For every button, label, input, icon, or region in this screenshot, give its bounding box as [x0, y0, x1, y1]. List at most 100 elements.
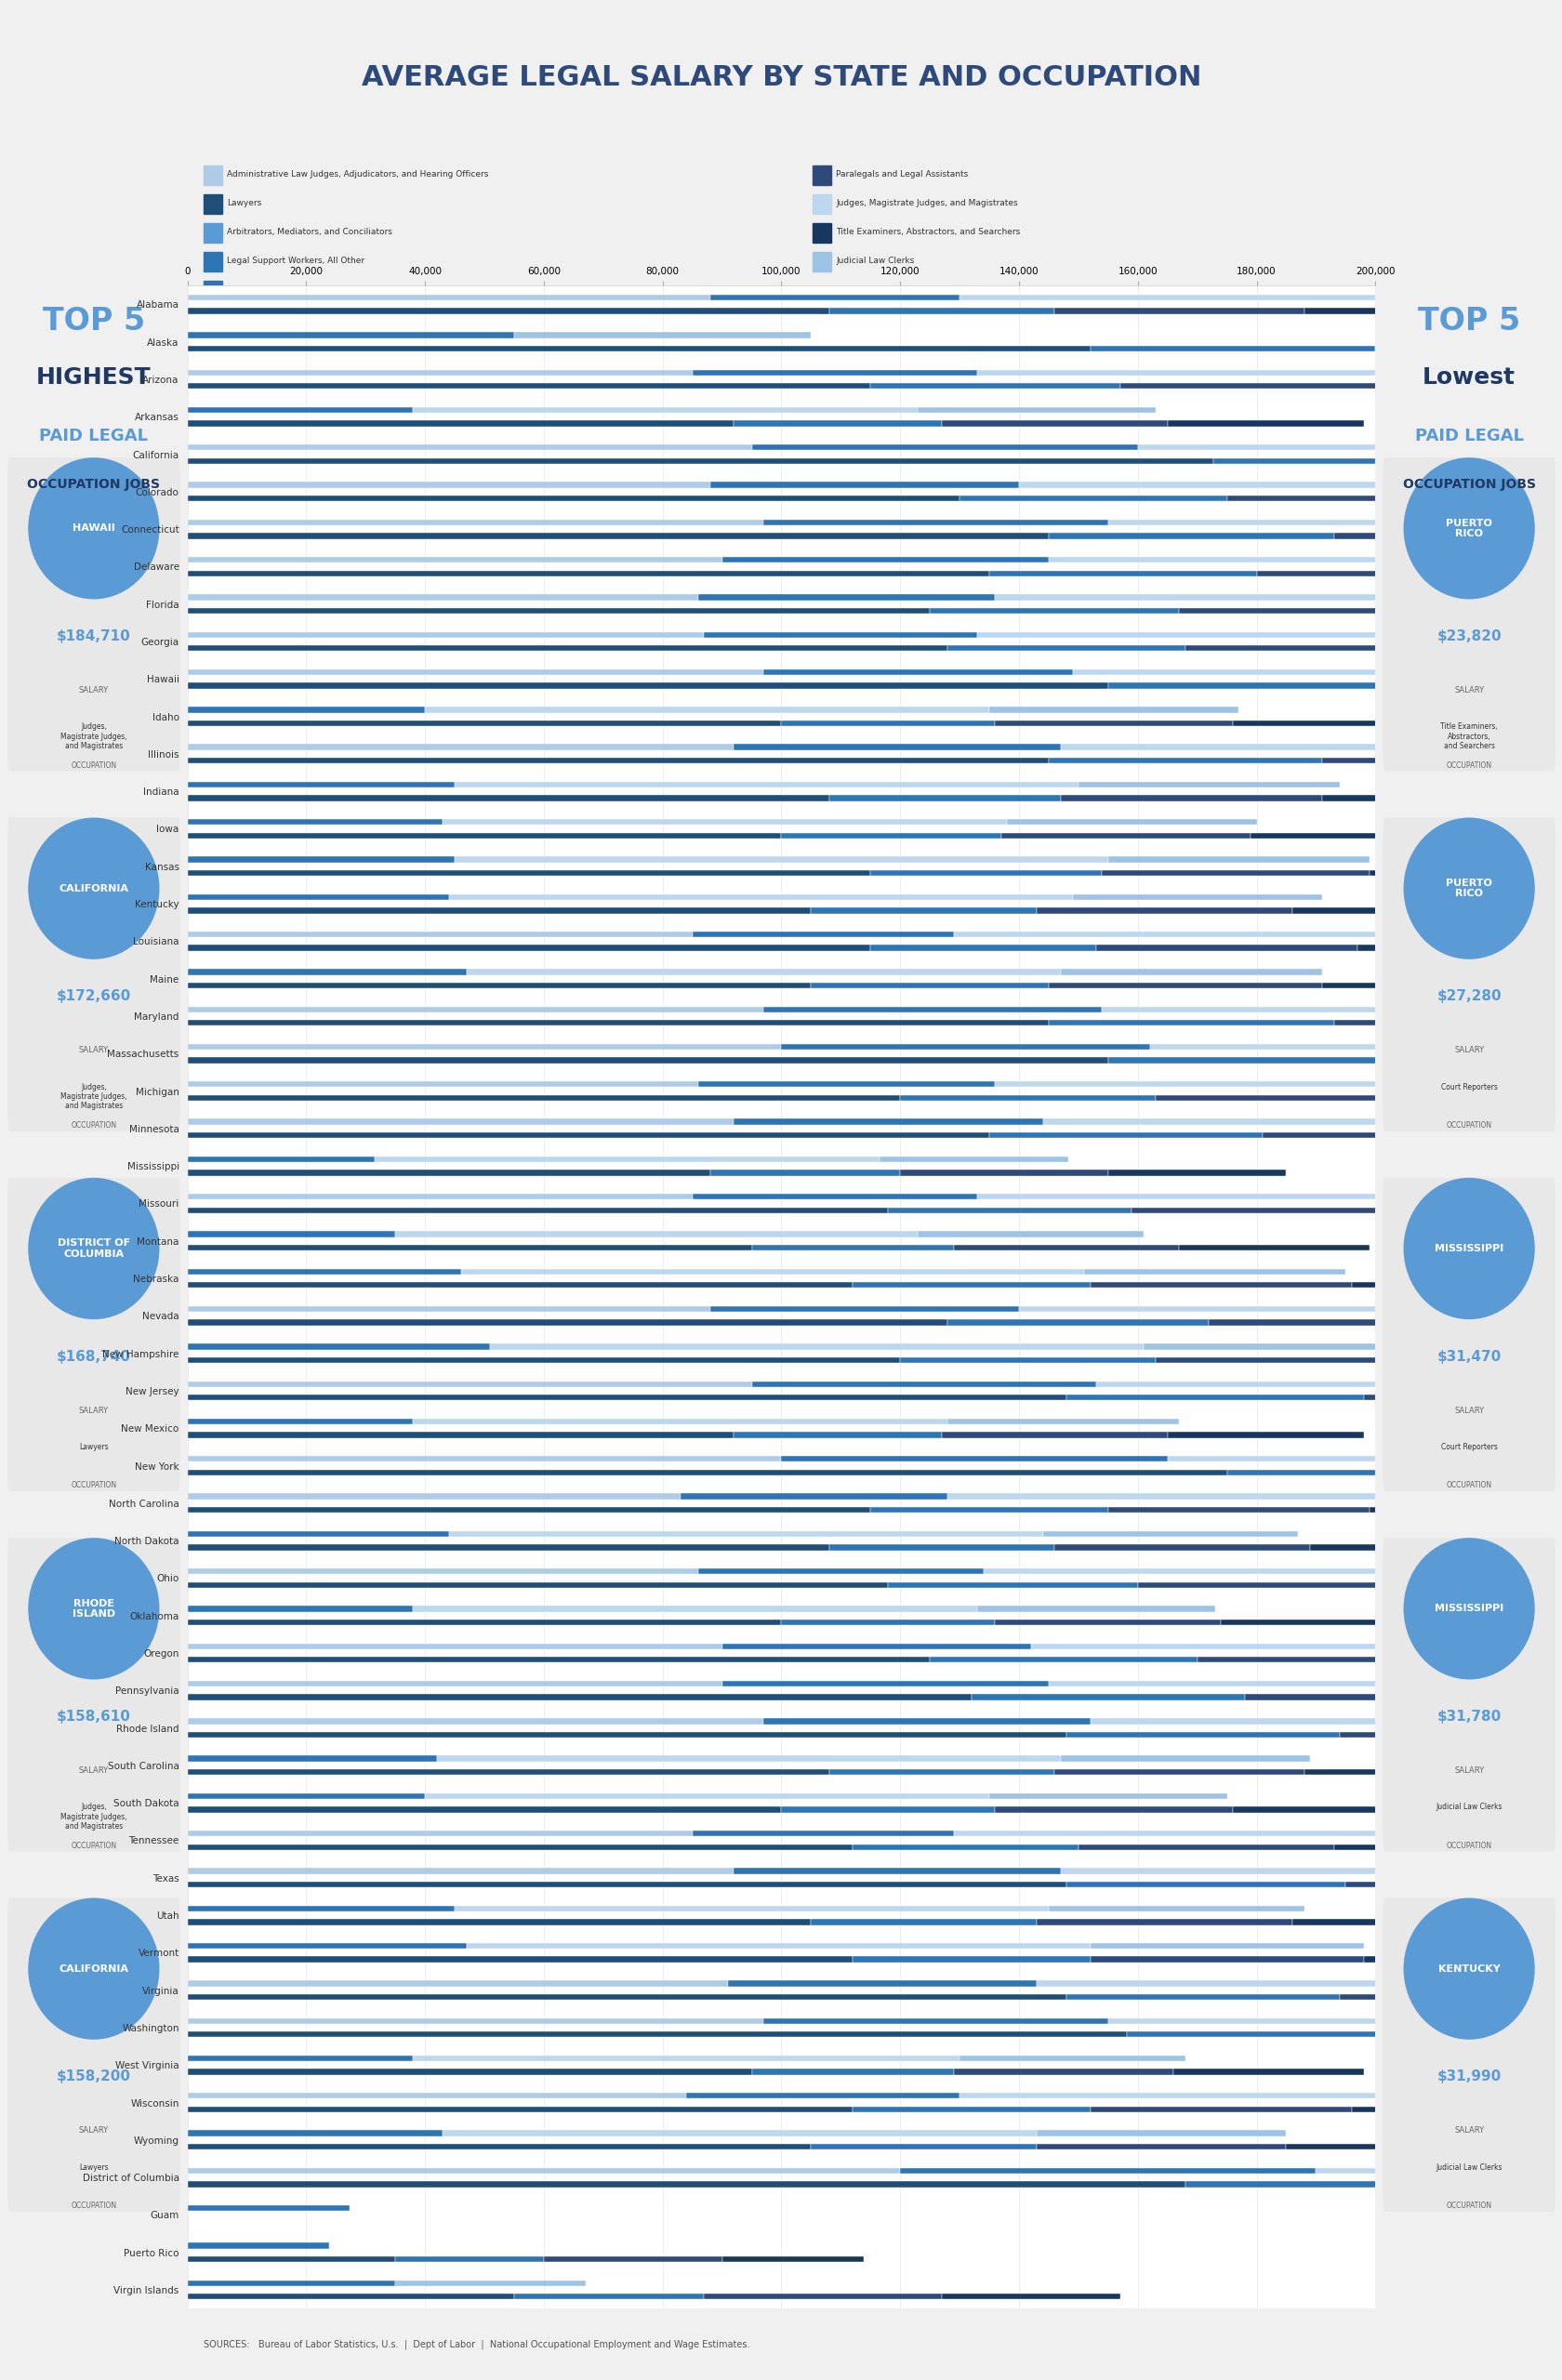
Bar [828, 795, 1061, 802]
Text: MISSISSIPPI: MISSISSIPPI [1434, 1245, 1503, 1254]
Bar [1357, 945, 1562, 952]
Bar [1417, 1583, 1562, 1587]
Bar [455, 781, 1078, 788]
Bar [187, 2206, 350, 2211]
Bar [811, 907, 1036, 914]
Bar [187, 495, 959, 502]
Bar [917, 407, 1154, 412]
Bar [692, 369, 976, 376]
Bar [1179, 1245, 1368, 1250]
Text: Court Reporters: Court Reporters [226, 286, 294, 293]
FancyBboxPatch shape [8, 1897, 180, 2211]
Bar [187, 795, 828, 802]
Bar [455, 857, 1107, 862]
Bar [781, 833, 1001, 838]
Bar [811, 2144, 1036, 2149]
Bar [853, 1844, 1078, 1849]
Bar [187, 745, 734, 750]
Bar [448, 1530, 1042, 1537]
Bar [1521, 457, 1562, 464]
Text: Court Reporters: Court Reporters [1440, 1442, 1496, 1452]
Bar [187, 945, 870, 952]
Bar [187, 1195, 692, 1200]
Bar [187, 533, 1048, 538]
Bar [187, 1307, 709, 1311]
Bar [187, 1844, 853, 1849]
Bar [187, 519, 764, 526]
Bar [692, 1195, 976, 1200]
Bar [989, 571, 1256, 576]
Bar [1368, 1507, 1562, 1514]
Bar [203, 164, 222, 186]
Text: HAWAII: HAWAII [72, 524, 116, 533]
Text: $184,710: $184,710 [56, 628, 131, 643]
Bar [959, 495, 1226, 502]
Bar [1107, 2018, 1562, 2023]
Text: Judges,
Magistrate Judges,
and Magistrates: Judges, Magistrate Judges, and Magistrat… [61, 1804, 127, 1830]
Bar [1006, 819, 1256, 826]
Bar [698, 1568, 982, 1573]
Bar [1090, 2106, 1351, 2111]
Bar [887, 1583, 1137, 1587]
Bar [900, 1171, 1107, 1176]
Ellipse shape [1403, 1897, 1534, 2040]
Bar [1065, 1883, 1345, 1887]
Bar [187, 871, 870, 876]
Bar [812, 193, 831, 214]
Bar [187, 1357, 900, 1364]
Bar [187, 857, 455, 862]
Bar [734, 421, 942, 426]
Bar [995, 721, 1232, 726]
Bar [187, 1230, 395, 1238]
Text: Arbitrators, Mediators, and Conciliators: Arbitrators, Mediators, and Conciliators [226, 228, 392, 236]
Bar [704, 631, 976, 638]
Bar [187, 2056, 412, 2061]
Bar [953, 1245, 1179, 1250]
Bar [437, 1756, 1061, 1761]
Bar [187, 1680, 722, 1687]
Bar [514, 2294, 704, 2299]
Bar [1173, 2068, 1362, 2075]
Bar [887, 1207, 1131, 1214]
Bar [1048, 533, 1332, 538]
Bar [187, 1319, 947, 1326]
Bar [734, 1119, 1042, 1126]
Bar [1226, 495, 1535, 502]
Text: Judicial Law Clerks: Judicial Law Clerks [1435, 2163, 1501, 2171]
Text: HIGHEST: HIGHEST [36, 367, 152, 388]
Bar [764, 1718, 1090, 1723]
Bar [900, 1357, 1154, 1364]
Bar [187, 819, 442, 826]
Bar [1332, 1844, 1546, 1849]
Bar [187, 1007, 764, 1012]
Bar [976, 369, 1562, 376]
Text: OCCUPATION: OCCUPATION [1445, 2202, 1492, 2209]
Bar [1107, 857, 1368, 862]
Text: Lawyers: Lawyers [80, 2163, 108, 2171]
Bar [972, 1695, 1243, 1699]
Bar [959, 2056, 1184, 2061]
Bar [1065, 1395, 1362, 1399]
Bar [1417, 1057, 1562, 1064]
Bar [187, 1530, 448, 1537]
Bar [187, 1718, 764, 1723]
Text: SALARY: SALARY [1453, 685, 1484, 695]
Bar [1476, 607, 1562, 614]
Text: $23,820: $23,820 [1435, 628, 1501, 643]
FancyBboxPatch shape [1382, 1178, 1554, 1492]
Bar [1054, 1545, 1309, 1549]
Bar [900, 2168, 1315, 2173]
Bar [828, 1768, 1054, 1775]
Text: CALIFORNIA: CALIFORNIA [59, 883, 128, 892]
Bar [1078, 781, 1339, 788]
Bar [187, 707, 425, 712]
Bar [1339, 1733, 1562, 1737]
Bar [187, 1057, 1107, 1064]
Bar [959, 2092, 1562, 2099]
Bar [1345, 1883, 1562, 1887]
Bar [764, 519, 1107, 526]
Ellipse shape [28, 457, 159, 600]
Bar [1226, 1468, 1553, 1476]
Bar [929, 607, 1179, 614]
Bar [1535, 495, 1562, 502]
